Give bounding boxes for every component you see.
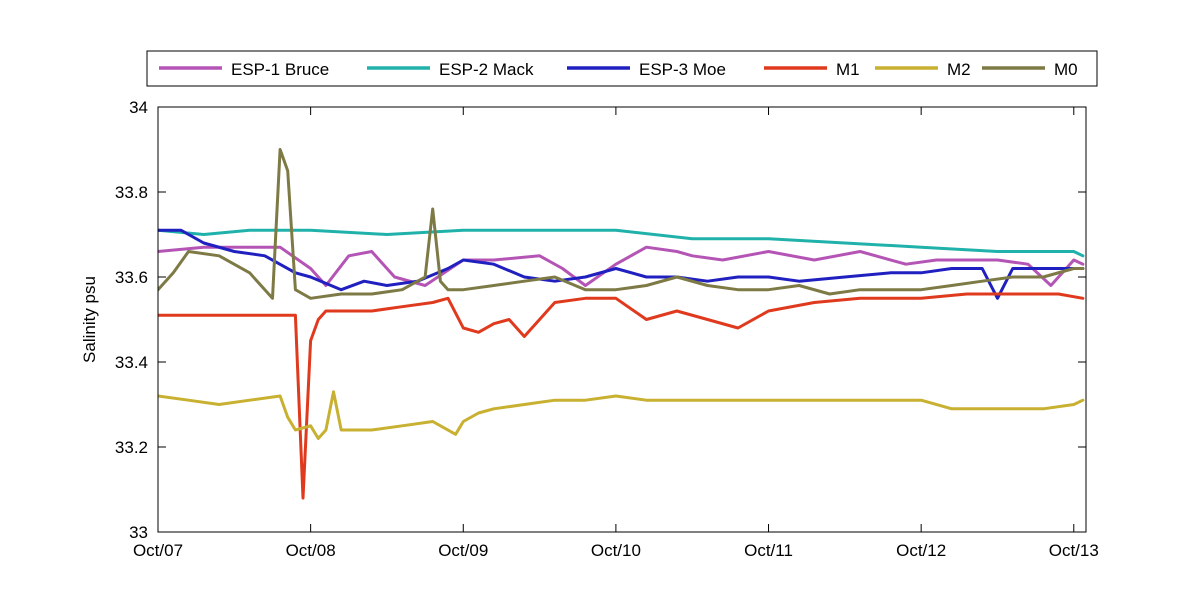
x-tick-label: Oct/11: [744, 541, 793, 560]
x-tick-label: Oct/13: [1049, 541, 1099, 560]
legend-label-4: M2: [947, 60, 971, 79]
legend-label-5: M0: [1054, 60, 1078, 79]
series-line-4: [158, 390, 1085, 440]
series-line-5: [158, 148, 1085, 300]
legend-label-3: M1: [836, 60, 860, 79]
y-tick-label: 33.6: [115, 268, 148, 287]
series-line-2: [158, 228, 1085, 300]
y-tick-label: 33.8: [115, 183, 148, 202]
x-tick-label: Oct/08: [286, 541, 336, 560]
x-tick-label: Oct/10: [591, 541, 641, 560]
x-tick-label: Oct/07: [133, 541, 183, 560]
x-tick-label: Oct/12: [896, 541, 946, 560]
y-axis-label: Salinity psu: [80, 276, 99, 363]
x-tick-label: Oct/09: [438, 541, 488, 560]
series-line-0: [158, 245, 1085, 287]
legend-label-0: ESP-1 Bruce: [231, 60, 329, 79]
series-line-3: [158, 292, 1085, 500]
y-axis: 33 33.2 33.4 33.6 33.8 34: [115, 98, 1086, 542]
series-line-1: [158, 228, 1085, 258]
y-tick-label: 34: [129, 98, 148, 117]
y-tick-label: 33.2: [115, 438, 148, 457]
y-tick-label: 33.4: [115, 353, 148, 372]
plot-frame: [157, 106, 1087, 533]
y-tick-label: 33: [129, 523, 148, 542]
legend-label-2: ESP-3 Moe: [639, 60, 726, 79]
series-layer: [158, 148, 1085, 500]
x-axis: Oct/07 Oct/08 Oct/09 Oct/10 Oct/11 Oct/12 Oct/…: [133, 107, 1099, 560]
legend-label-1: ESP-2 Mack: [439, 60, 534, 79]
legend: ESP-1 Bruce ESP-2 Mack ESP-3 Moe M1 M2 M0: [146, 50, 1098, 87]
